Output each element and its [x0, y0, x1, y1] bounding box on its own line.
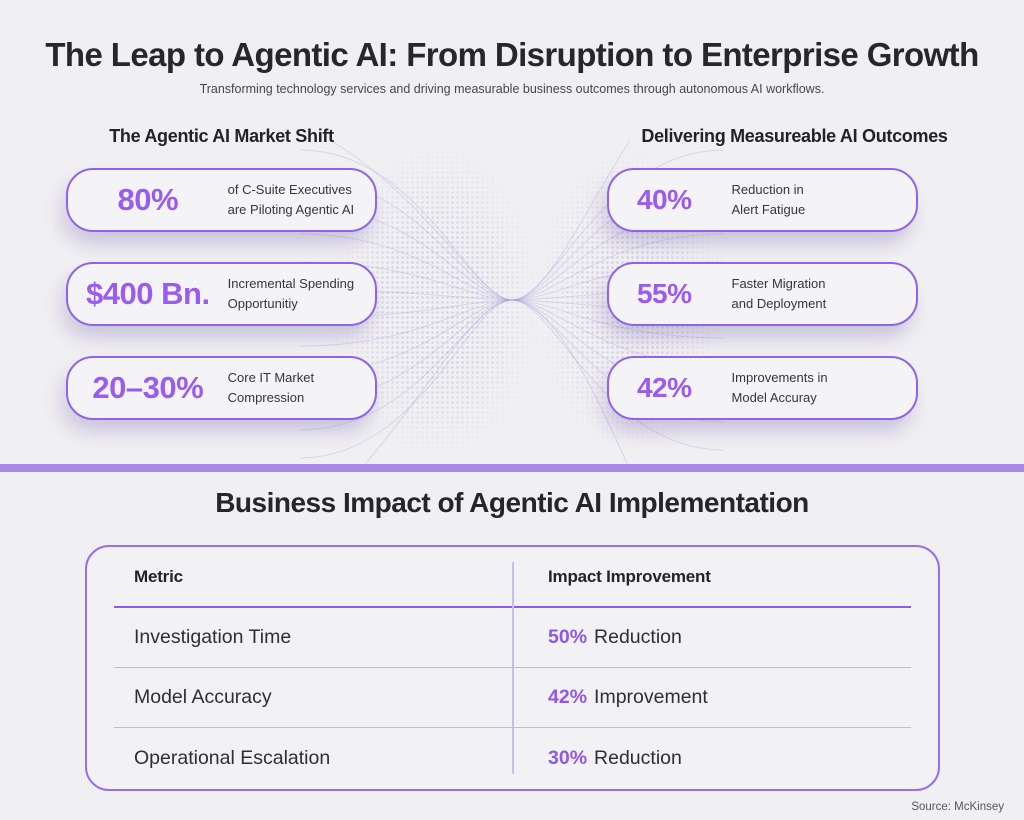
stat-label-line1: Incremental Spending [227, 276, 355, 291]
table-column-divider [512, 562, 514, 774]
impact-cell: 30% Reduction [512, 747, 911, 770]
impact-descriptor: Reduction [594, 626, 682, 648]
stat-label-line1: of C-Suite Executives [227, 182, 352, 197]
page-subtitle: Transforming technology services and dri… [199, 82, 825, 96]
stat-label: Faster Migration and Deployment [720, 274, 916, 314]
stat-value: $400 Bn. [86, 276, 210, 311]
ai-outcomes-column: Delivering Measureable AI Outcomes 40% R… [607, 126, 948, 450]
page-title: The Leap to Agentic AI: From Disruption … [45, 36, 979, 73]
table-row: Operational Escalation 30% Reduction [114, 728, 911, 788]
stat-label: of C-Suite Executives are Piloting Agent… [228, 180, 375, 220]
metric-cell: Investigation Time [134, 626, 292, 648]
stat-label-line2: Opportunitiy [227, 296, 298, 311]
column-header-metric: Metric [134, 566, 183, 586]
stat-label-line1: Core IT Market [227, 370, 315, 385]
stat-card-spending: $400 Bn. Incremental Spending Opportunit… [66, 262, 377, 326]
impact-percentage: 50% [548, 626, 588, 648]
stat-value: 40% [636, 184, 692, 215]
market-shift-column: The Agentic AI Market Shift 80% of C-Sui… [66, 126, 377, 450]
stat-value: 55% [636, 278, 692, 309]
stat-card-csuite: 80% of C-Suite Executives are Piloting A… [66, 168, 377, 232]
impact-cell: 42% Improvement [512, 686, 911, 709]
section-divider-bar [0, 464, 1024, 472]
metric-cell: Operational Escalation [134, 746, 331, 769]
impact-cell: 50% Reduction [512, 626, 911, 649]
stat-label-line2: Model Accuray [731, 390, 817, 405]
source-attribution: Source: McKinsey [911, 801, 1004, 813]
stat-label-line1: Faster Migration [731, 276, 826, 291]
impact-table: Metric Impact Improvement Investigation … [85, 545, 940, 791]
metric-cell: Model Accuracy [134, 686, 272, 708]
stat-card-compression: 20–30% Core IT Market Compression [66, 356, 377, 420]
stat-label: Core IT Market Compression [228, 368, 375, 408]
stat-label-line2: are Piloting Agentic AI [227, 202, 355, 217]
stat-label: Improvements in Model Accuray [720, 368, 916, 408]
stat-label-line2: and Deployment [731, 296, 827, 311]
ai-outcomes-heading: Delivering Measureable AI Outcomes [641, 126, 948, 146]
stat-label-line2: Alert Fatigue [731, 202, 806, 217]
stat-card-migration: 55% Faster Migration and Deployment [607, 262, 918, 326]
impact-percentage: 42% [548, 686, 588, 708]
stat-label: Incremental Spending Opportunitiy [228, 274, 375, 314]
column-header-impact: Impact Improvement [548, 566, 711, 586]
impact-descriptor: Improvement [594, 686, 708, 708]
stat-label-line1: Reduction in [731, 182, 804, 197]
stat-label: Reduction in Alert Fatigue [720, 180, 916, 220]
impact-section-heading: Business Impact of Agentic AI Implementa… [215, 487, 809, 518]
stat-card-alert-fatigue: 40% Reduction in Alert Fatigue [607, 168, 918, 232]
stat-value: 80% [117, 182, 179, 217]
stat-label-line1: Improvements in [731, 370, 828, 385]
stat-value: 20–30% [92, 370, 204, 405]
impact-descriptor: Reduction [594, 746, 682, 769]
stat-card-model-accuracy: 42% Improvements in Model Accuray [607, 356, 918, 420]
impact-percentage: 30% [548, 746, 588, 769]
stat-value: 42% [636, 372, 692, 403]
market-shift-heading: The Agentic AI Market Shift [109, 126, 334, 146]
stat-label-line2: Compression [227, 390, 305, 405]
